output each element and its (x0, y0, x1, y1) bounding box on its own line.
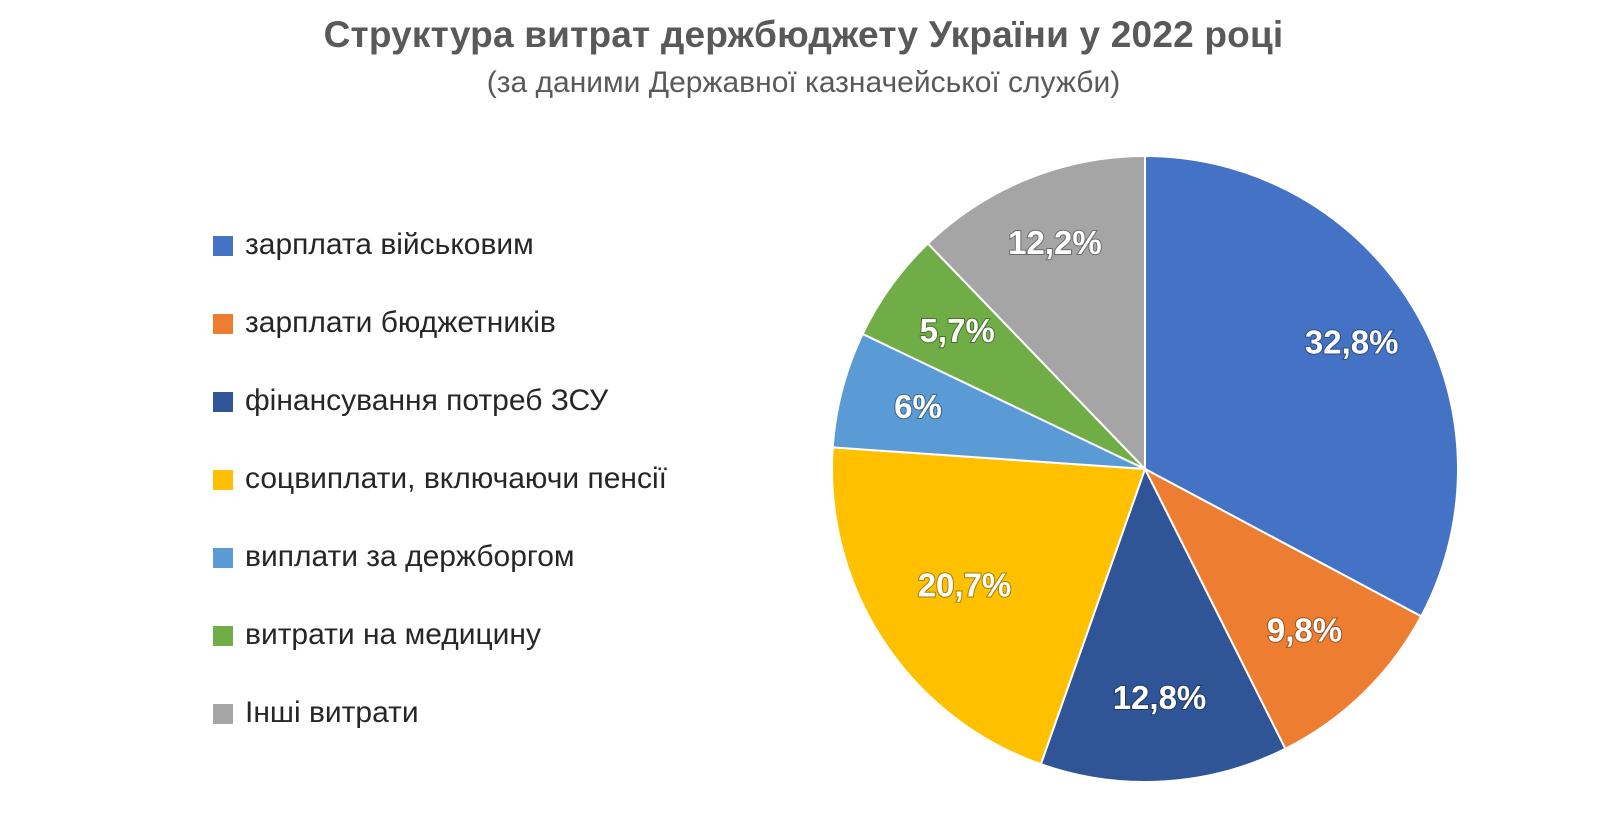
legend-swatch (213, 314, 233, 334)
pie-slice (831, 332, 1146, 470)
legend-label: соцвиплати, включаючи пенсії (245, 462, 667, 495)
pie-slice (1039, 466, 1287, 783)
pie-slice (1144, 154, 1459, 618)
data-label: 32,8% (1305, 324, 1399, 361)
legend-item: зарплата військовим (213, 222, 667, 300)
data-label: 6% (894, 388, 942, 425)
legend-swatch (213, 470, 233, 490)
chart-subtitle: (за даними Державної казначейської служб… (486, 66, 1121, 99)
legend-label: зарплати бюджетників (245, 306, 556, 339)
legend-label: Інші витрати (245, 696, 419, 729)
legend-swatch (213, 704, 233, 724)
legend-label: зарплата військовим (245, 228, 534, 261)
pie-slice (1142, 466, 1423, 751)
legend-label: виплати за держборгом (245, 540, 575, 573)
legend-item: виплати за держборгом (213, 534, 667, 612)
pie-slice (926, 154, 1146, 472)
legend: зарплата військовим зарплати бюджетників… (213, 222, 667, 768)
pie-slice (831, 446, 1147, 766)
data-label: 20,7% (918, 566, 1012, 603)
legend-item: витрати на медицину (213, 612, 667, 690)
legend-label: витрати на медицину (245, 618, 541, 651)
data-label: 12,8% (1113, 679, 1207, 716)
data-label: 5,7% (920, 312, 995, 349)
legend-swatch (213, 392, 233, 412)
data-label: 9,8% (1267, 611, 1342, 648)
legend-item: фінансування потреб ЗСУ (213, 378, 667, 456)
legend-item: зарплати бюджетників (213, 300, 667, 378)
legend-label: фінансування потреб ЗСУ (245, 384, 609, 417)
legend-swatch (213, 626, 233, 646)
legend-swatch (213, 548, 233, 568)
legend-swatch (213, 236, 233, 256)
legend-item: Інші витрати (213, 690, 667, 768)
data-label: 12,2% (1008, 224, 1102, 261)
legend-item: соцвиплати, включаючи пенсії (213, 456, 667, 534)
chart-title: Структура витрат держбюджету України у 2… (323, 14, 1284, 55)
